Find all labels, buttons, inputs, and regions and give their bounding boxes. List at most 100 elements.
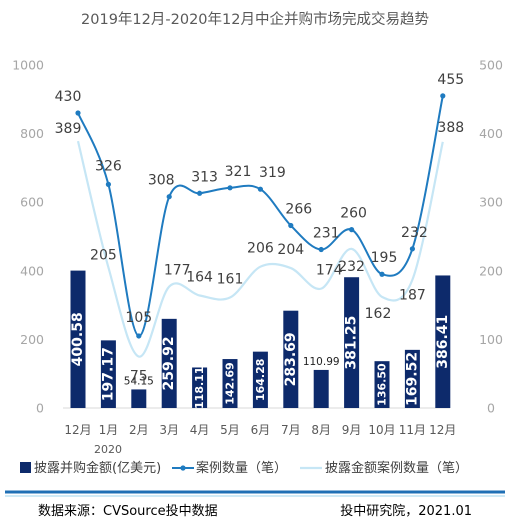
bar — [252, 351, 268, 408]
left-axis-tick: 0 — [36, 401, 44, 416]
bar-value-label: 400.58 — [70, 312, 86, 366]
left-axis-tick: 400 — [20, 263, 44, 278]
bar-value-label: 169.52 — [404, 352, 420, 406]
chart-title: 2019年12月-2020年12月中企并购市场完成交易趋势 — [81, 10, 429, 28]
dark-line-point — [105, 181, 111, 187]
light-line-label: 388 — [437, 120, 464, 136]
footer-source: 数据来源：CVSource投中数据 — [38, 503, 218, 519]
bar-value-label: 54.15 — [124, 375, 154, 387]
right-axis-tick: 500 — [479, 58, 503, 73]
bar — [100, 340, 116, 408]
x-axis-tick: 4月 — [190, 423, 210, 437]
legend: 披露并购金额(亿美元) 案例数量（笔） 披露金额案例数量（笔） — [20, 460, 468, 476]
bar-value-label: 136.50 — [376, 363, 389, 406]
dark-line-label: 326 — [95, 158, 122, 174]
bar-value-label: 386.41 — [435, 315, 451, 369]
light-line-label: 187 — [399, 288, 426, 304]
legend-swatch-marker — [180, 465, 186, 471]
light-line-series — [76, 140, 444, 358]
bar — [374, 361, 390, 408]
dark-line-label: 266 — [285, 202, 312, 218]
right-axis-ticks: 0 100 200 300 400 500 — [479, 58, 503, 416]
bar-value-label: 259.92 — [161, 336, 177, 390]
x-axis-tick: 11月 — [399, 423, 426, 437]
dark-line-point — [379, 271, 385, 277]
dark-line-label: 321 — [225, 164, 252, 180]
x-axis-tick: 10月 — [368, 423, 395, 437]
x-axis-tick: 8月 — [311, 423, 331, 437]
x-axis-tick: 5月 — [220, 423, 240, 437]
bar — [435, 275, 451, 408]
x-axis-tick: 6月 — [251, 423, 271, 437]
bar — [313, 369, 329, 408]
year-label: 2020 — [94, 443, 122, 456]
dark-line-label: 455 — [437, 72, 464, 88]
bar-value-label: 283.69 — [283, 332, 299, 386]
x-axis-ticks: 12月 1月 2月 3月 4月 5月 6月 7月 8月 9月 10月 11月 12月 — [64, 423, 456, 437]
light-line-label: 232 — [338, 259, 365, 275]
bar-value-label: 197.17 — [100, 347, 116, 401]
left-axis-ticks: 0 200 400 600 800 1000 — [12, 58, 44, 416]
dark-line-label: 313 — [191, 169, 218, 185]
dark-line-label: 232 — [401, 225, 428, 241]
dark-line-label: 105 — [125, 310, 152, 326]
dark-line-point — [75, 110, 81, 116]
light-line-label: 206 — [247, 241, 274, 257]
dark-line-point — [227, 185, 233, 191]
left-axis-tick: 200 — [20, 332, 44, 347]
light-line-label: 389 — [55, 121, 82, 137]
bar-series: 400.58 197.17 54.15 259.92 118.11 142.69 164.2… — [70, 270, 451, 409]
right-axis-tick: 300 — [479, 195, 503, 210]
dark-line-point — [409, 246, 415, 252]
light-line-label: 205 — [90, 247, 117, 263]
x-axis-tick: 1月 — [99, 423, 119, 437]
x-axis-tick: 9月 — [342, 423, 362, 437]
dark-line-point — [257, 186, 263, 192]
dark-line-point — [166, 194, 172, 200]
dark-line-series — [77, 95, 444, 337]
dark-line-point — [197, 190, 203, 196]
light-line-label: 162 — [365, 306, 392, 322]
bar-value-label: 164.28 — [254, 359, 267, 401]
legend-label: 披露并购金额(亿美元) — [34, 460, 161, 476]
light-line-label: 161 — [217, 272, 244, 288]
dark-line-point — [440, 93, 446, 99]
dark-line-point — [349, 227, 355, 233]
light-line-label: 174 — [316, 263, 343, 279]
x-axis-tick: 12月 — [64, 423, 91, 437]
bar — [404, 349, 420, 408]
dark-line-label: 260 — [340, 206, 367, 222]
dark-line-point — [288, 222, 294, 229]
light-line-label: 75 — [130, 369, 148, 385]
right-axis-tick: 0 — [487, 401, 495, 416]
right-axis-tick: 400 — [479, 126, 503, 141]
left-axis-tick: 800 — [20, 126, 44, 141]
dark-line-label: 308 — [148, 173, 175, 189]
bar — [161, 318, 177, 408]
legend-label: 披露金额案例数量（笔） — [325, 460, 468, 476]
x-axis-tick: 3月 — [159, 423, 179, 437]
bar — [344, 277, 360, 408]
legend-label: 案例数量（笔） — [196, 460, 287, 476]
dark-line-point — [136, 333, 142, 339]
light-line-label: 204 — [277, 242, 304, 258]
bar — [131, 389, 147, 408]
dark-line-label: 231 — [313, 226, 340, 242]
bar — [283, 310, 299, 408]
x-axis-tick: 7月 — [281, 423, 301, 437]
dark-line-label: 195 — [371, 250, 398, 266]
bar-value-label: 110.99 — [303, 356, 340, 368]
left-axis-tick: 1000 — [12, 58, 44, 73]
light-line-label: 164 — [186, 269, 213, 285]
bar-value-label: 381.25 — [344, 316, 360, 370]
right-axis-tick: 200 — [479, 263, 503, 278]
bar — [70, 270, 86, 408]
dark-line-label: 319 — [259, 165, 286, 181]
dark-line-label: 430 — [55, 89, 82, 105]
x-axis-tick: 12月 — [429, 423, 456, 437]
bar-value-label: 118.11 — [193, 367, 206, 409]
legend-swatch-bar — [20, 462, 31, 473]
bar — [192, 367, 208, 408]
